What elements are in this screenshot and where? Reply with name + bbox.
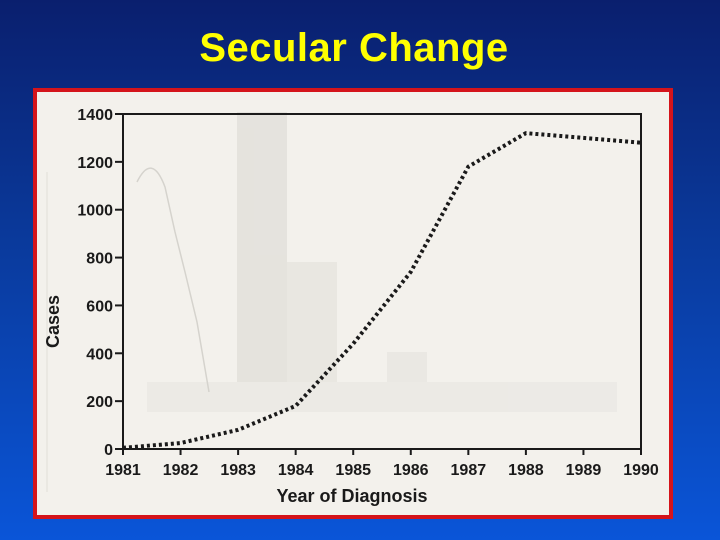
x-axis-title: Year of Diagnosis (276, 486, 427, 506)
y-tick-label: 1200 (77, 155, 113, 172)
y-tick-label: 200 (86, 394, 113, 411)
x-tick-label: 1987 (451, 462, 487, 479)
x-tick-label: 1985 (335, 462, 371, 479)
slide-title: Secular Change (199, 26, 509, 70)
series-line (122, 131, 642, 450)
x-tick-label: 1988 (508, 462, 544, 479)
y-tick-label: 1000 (77, 203, 113, 220)
y-tick-label: 400 (86, 346, 113, 363)
y-axis-title: Cases (43, 295, 63, 348)
y-tick-label: 800 (86, 251, 113, 268)
chart-frame: 0 200 400 600 800 1000 1200 1400 1981 1982 1983 198… (33, 88, 673, 519)
x-tick-label: 1990 (623, 462, 659, 479)
x-tick-label: 1983 (220, 462, 256, 479)
scan-background (46, 112, 617, 492)
x-tick-label: 1989 (566, 462, 602, 479)
y-tick-label: 600 (86, 298, 113, 315)
x-tick-label: 1986 (393, 462, 429, 479)
x-tick-label: 1982 (163, 462, 199, 479)
y-tick-label: 1400 (77, 107, 113, 124)
plot-frame (122, 113, 642, 450)
x-tick-label: 1984 (278, 462, 314, 479)
y-tick-label: 0 (104, 442, 113, 459)
line-chart: 0 200 400 600 800 1000 1200 1400 1981 1982 1983 198… (43, 107, 659, 506)
x-tick-label: 1981 (105, 462, 141, 479)
